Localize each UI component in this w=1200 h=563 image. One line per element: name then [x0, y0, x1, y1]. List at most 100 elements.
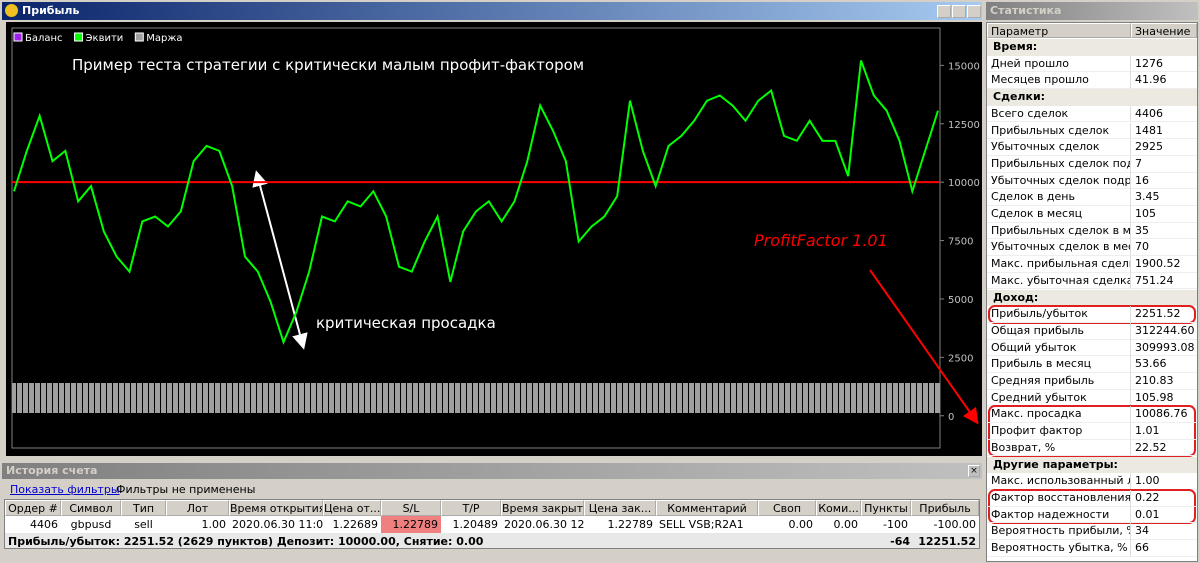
summary-row-bg [5, 533, 979, 548]
column-header: Прибыль [911, 500, 979, 516]
legend-swatch [74, 32, 84, 42]
history-close[interactable]: × [968, 465, 980, 477]
stats-label: Прибыль в месяц [987, 356, 1131, 373]
y-tick-label: 12500 [948, 120, 980, 131]
history-cell: 2020.06.30 11:00 [232, 518, 323, 531]
stats-label: Всего сделок [987, 105, 1131, 123]
history-cell: SELL VSB;R2A1 [659, 518, 744, 531]
stats-section: Время: [987, 39, 1197, 56]
legend-swatch [13, 32, 23, 42]
pf-label: ProfitFactor 1.01 [754, 231, 888, 250]
summary-profit: 12251.52 [918, 535, 976, 548]
column-header: Ордер # [5, 500, 61, 516]
stats-value: 0.22 [1131, 490, 1197, 507]
stats-section: Сделки: [987, 89, 1197, 106]
stats-value: 35 [1131, 223, 1197, 240]
legend-label: Маржа [146, 33, 182, 44]
column-header: Тип [121, 500, 166, 516]
column-header: Лот [166, 500, 229, 516]
stats-label: Общий убыток [987, 339, 1131, 357]
stats-value: 7 [1131, 156, 1197, 173]
stats-header: Значение [1131, 23, 1197, 38]
stats-title: Статистика [990, 4, 1062, 17]
stats-label: Фактор надежности [987, 506, 1131, 524]
stats-label: Дней прошло [987, 55, 1131, 73]
history-cell: gbpusd [70, 518, 112, 531]
stats-label: Возврат, % [987, 439, 1131, 457]
stats-label: Сделок в день [987, 189, 1131, 206]
stats-value: 10086.76 [1131, 406, 1197, 424]
history-cell: 0.00 [833, 518, 859, 531]
maximize-button[interactable] [952, 5, 966, 18]
column-header: Цена от... [323, 500, 381, 516]
stats-value: 312244.60 [1131, 323, 1197, 340]
history-cell: -100 [883, 518, 908, 531]
filter-status: Фильтры не применены [116, 483, 256, 496]
legend-label: Баланс [25, 33, 63, 44]
stats-value: 41.96 [1131, 72, 1197, 90]
stats-value: 34 [1131, 523, 1197, 540]
stats-value: 1.01 [1131, 423, 1197, 440]
history-cell: 1.22789 [381, 516, 441, 533]
legend-label: Эквити [86, 33, 124, 44]
column-header: T/P [441, 500, 501, 516]
filter-link[interactable]: Показать фильтры [10, 483, 120, 496]
stats-value: 1276 [1131, 56, 1197, 73]
stats-label: Вероятность прибыли, % [987, 523, 1131, 540]
stats-value: 0.01 [1131, 507, 1197, 524]
stats-value: 2925 [1131, 139, 1197, 156]
equity-line [13, 60, 939, 346]
column-header: Пункты [861, 500, 911, 516]
history-cell: sell [134, 518, 153, 531]
equity-chart: 0 2500 5000 7500 10000 12500 15000 Баланс Эквити… [6, 22, 982, 456]
y-tick-label: 0 [948, 412, 954, 423]
column-header: Коми... [816, 500, 861, 516]
stats-value: 105.98 [1131, 390, 1197, 407]
stats-label: Прибыльных сделок [987, 122, 1131, 140]
stats-label: Сделок в месяц [987, 206, 1131, 223]
drawdown-label: критическая просадка [316, 314, 496, 332]
stats-label: Профит фактор [987, 423, 1131, 440]
stats-label: Макс. использованный лот [987, 473, 1131, 490]
column-header: Своп [758, 500, 816, 516]
stats-value: 16 [1131, 173, 1197, 190]
stats-label: Макс. прибыльная сделка [987, 256, 1131, 273]
history-cell: 2020.06.30 12:45 [504, 518, 584, 531]
stats-label: Средний убыток [987, 389, 1131, 407]
plot-frame [11, 27, 941, 449]
stats-value: 66 [1131, 540, 1197, 557]
stats-titlebar: Статистика [986, 2, 1198, 20]
stats-value: 70 [1131, 239, 1197, 257]
summary-points: -64 [890, 535, 910, 548]
stats-value: 751.24 [1131, 273, 1197, 290]
legend-swatch [134, 32, 144, 42]
summary-text: Прибыль/убыток: 2251.52 (2629 пунктов) Д… [8, 535, 484, 548]
stats-header: Параметр [987, 23, 1131, 38]
stats-label: Средняя прибыль [987, 373, 1131, 390]
close-button[interactable] [967, 5, 981, 18]
history-cell: 0.00 [788, 518, 814, 531]
stats-label: Убыточных сделок [987, 139, 1131, 156]
history-cell: 1.22789 [607, 518, 654, 531]
stats-label: Прибыльных сделок подряд [987, 155, 1131, 173]
history-cell: 1.00 [201, 518, 227, 531]
stats-value: 1.00 [1131, 473, 1197, 490]
stats-label: Прибыльных сделок в месяц [987, 222, 1131, 240]
history-title: История счета [6, 464, 98, 477]
stats-value: 3.45 [1131, 189, 1197, 206]
y-tick-label: 15000 [948, 61, 980, 72]
stats-label: Прибыль/убыток [987, 306, 1131, 323]
stats-value: 22.52 [1131, 440, 1197, 457]
stats-label: Макс. убыточная сделка [987, 272, 1131, 290]
history-cell: 4406 [30, 518, 58, 531]
stats-label: Вероятность убытка, % [987, 540, 1131, 557]
minimize-button[interactable] [937, 5, 951, 18]
stats-value: 4406 [1131, 106, 1197, 123]
y-tick-label: 7500 [948, 237, 973, 248]
window-titlebar: Прибыль [2, 2, 982, 20]
stats-value: 53.66 [1131, 356, 1197, 373]
history-cell: 1.20489 [452, 518, 499, 531]
stats-label: Фактор восстановления [987, 489, 1131, 507]
stats-value: 210.83 [1131, 373, 1197, 390]
stats-label: Убыточных сделок подряд [987, 172, 1131, 190]
